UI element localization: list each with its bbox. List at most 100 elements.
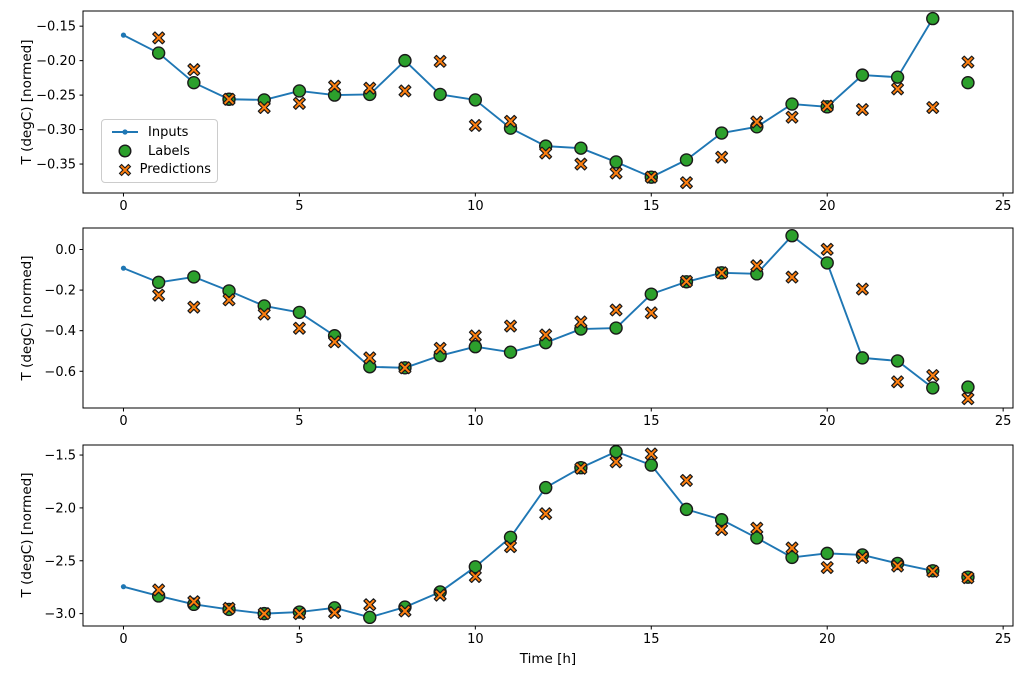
inputs-dot (120, 584, 127, 590)
y-tick-label: −2.0 (44, 501, 76, 516)
label-point (855, 351, 870, 365)
subplot-2-axes: 0 5 10 15 20 25 0.0 −0.2 −0.4 −0.6 (44, 227, 1014, 429)
label-point (151, 275, 166, 290)
prediction-point (891, 559, 905, 573)
prediction-point (609, 455, 623, 469)
labels-series (151, 229, 975, 395)
x-tick-label: 5 (295, 414, 303, 429)
prediction-point (574, 315, 588, 329)
y-ticks: −0.15 −0.20 −0.25 −0.30 −0.35 (36, 20, 83, 173)
prediction-point (715, 266, 729, 280)
legend-item-predictions: Predictions (110, 160, 211, 179)
prediction-point (398, 84, 412, 98)
labels-series (151, 444, 975, 625)
legend-item-labels: Labels (110, 142, 211, 161)
prediction-point (292, 96, 306, 110)
legend-label-labels: Labels (148, 143, 190, 159)
label-point (644, 458, 658, 472)
subplot-3-axes: 0 5 10 15 20 25 −1.5 −2.0 −2.5 −3.0 (44, 444, 1014, 647)
y-tick-label: −2.5 (44, 554, 76, 569)
prediction-point (961, 55, 975, 69)
x-tick-label: 0 (119, 199, 127, 214)
y-tick-label: −0.15 (36, 20, 76, 35)
inputs-line (122, 450, 934, 619)
legend: Inputs Labels Predictions (101, 119, 218, 183)
prediction-point (433, 341, 447, 355)
prediction-point (222, 293, 236, 307)
y-tick-label: −1.5 (44, 449, 76, 464)
prediction-point (433, 588, 447, 602)
label-point (574, 141, 588, 155)
prediction-point (961, 571, 975, 585)
y-tick-label: −3.0 (44, 607, 76, 622)
axes-frame (82, 444, 1014, 627)
prediction-point (257, 307, 271, 321)
prediction-point (292, 321, 306, 335)
prediction-point (644, 306, 658, 320)
prediction-point (468, 329, 482, 343)
x-tick-label: 5 (295, 632, 303, 647)
prediction-point (363, 81, 377, 95)
line-dot-icon (112, 129, 138, 135)
prediction-point (820, 561, 834, 575)
x-tick-label: 20 (819, 632, 836, 647)
prediction-point (855, 551, 869, 565)
label-point (750, 531, 764, 545)
label-point (468, 340, 483, 354)
prediction-point (363, 598, 377, 612)
x-tick-label: 15 (643, 632, 660, 647)
prediction-point (328, 79, 342, 93)
x-tick-label: 15 (643, 414, 660, 429)
y-tick-label: −0.2 (44, 284, 76, 299)
label-point (644, 287, 658, 301)
prediction-point (750, 259, 764, 273)
x-tick-label: 20 (819, 199, 836, 214)
x-ticks: 0 5 10 15 20 25 (119, 193, 1011, 214)
predictions-series (152, 31, 975, 190)
y-tick-label: −0.25 (36, 89, 76, 104)
predictions-series (152, 447, 975, 621)
y-axis-label-subplot-2: T (degC) [normed] (19, 256, 35, 382)
y-axis-label-subplot-1: T (degC) [normed] (19, 40, 35, 166)
inputs-series (120, 233, 936, 391)
prediction-point (187, 63, 201, 77)
prediction-point (855, 282, 869, 296)
label-point (714, 513, 729, 527)
x-tick-label: 25 (995, 632, 1012, 647)
prediction-point (679, 176, 693, 190)
x-marker-icon (118, 163, 132, 176)
label-point (503, 530, 518, 544)
x-tick-label: 0 (119, 414, 127, 429)
prediction-point (609, 166, 623, 180)
legend-label-inputs: Inputs (148, 124, 189, 140)
label-point (539, 480, 553, 495)
prediction-point (468, 118, 482, 132)
label-point (609, 444, 623, 459)
prediction-point (539, 328, 553, 342)
label-point (714, 126, 729, 140)
inputs-line (122, 17, 934, 179)
label-point (187, 75, 201, 90)
label-point (679, 502, 694, 517)
prediction-point (328, 606, 342, 620)
x-tick-label: 10 (467, 414, 484, 429)
x-tick-label: 10 (467, 632, 484, 647)
prediction-point (644, 447, 658, 461)
x-tick-label: 20 (819, 414, 836, 429)
label-point (926, 11, 940, 26)
label-point (151, 46, 166, 60)
prediction-point (222, 601, 236, 615)
prediction-point (468, 570, 482, 584)
label-point (363, 610, 377, 625)
x-tick-label: 0 (119, 632, 127, 647)
label-point (961, 380, 975, 394)
prediction-point (504, 540, 518, 554)
prediction-point (715, 523, 729, 537)
prediction-point (891, 82, 905, 96)
inputs-dot (120, 265, 127, 271)
prediction-point (785, 541, 799, 555)
prediction-point (715, 150, 729, 164)
label-point (679, 153, 694, 167)
